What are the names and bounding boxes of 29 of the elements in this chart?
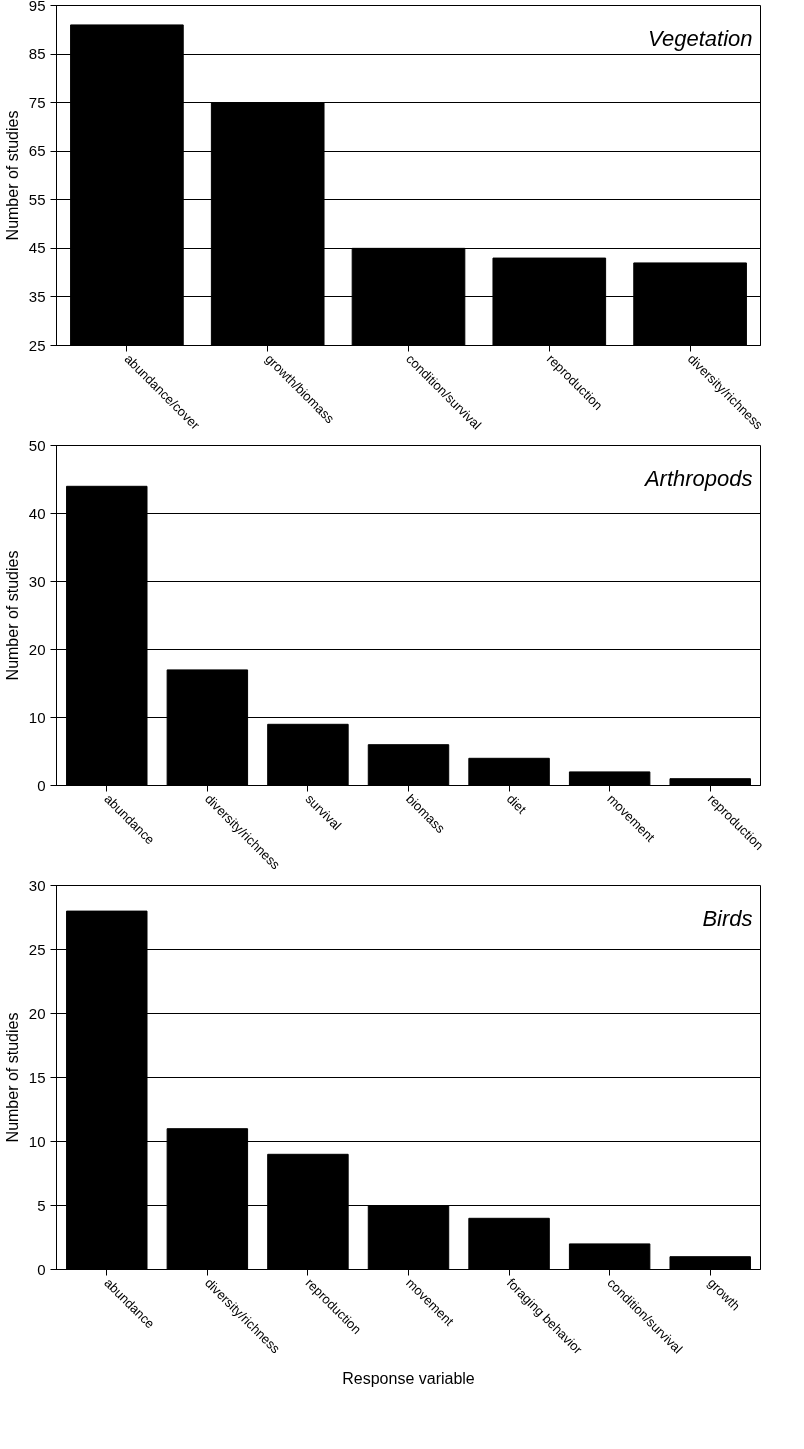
y-tick-label: 35 bbox=[28, 287, 46, 305]
y-axis-title: Number of studies bbox=[3, 550, 21, 681]
y-tick-label: 40 bbox=[28, 504, 46, 522]
y-axis-title: Number of studies bbox=[3, 1012, 21, 1143]
y-tick-label: 30 bbox=[28, 876, 46, 894]
annotation: Arthropods bbox=[642, 465, 753, 491]
y-tick-label: 5 bbox=[37, 1196, 46, 1214]
y-tick-label: 50 bbox=[28, 436, 46, 454]
y-tick-label: 95 bbox=[28, 0, 46, 14]
y-tick-label: 65 bbox=[28, 142, 46, 160]
y-tick-label: 55 bbox=[28, 190, 46, 208]
annotation: Vegetation bbox=[648, 25, 753, 51]
y-tick-label: 20 bbox=[28, 1004, 46, 1022]
y-tick-label: 25 bbox=[28, 940, 46, 958]
y-tick-label: 45 bbox=[28, 239, 46, 257]
annotation: Birds bbox=[702, 905, 753, 931]
y-tick-label: 20 bbox=[28, 640, 46, 658]
y-tick-label: 0 bbox=[37, 776, 46, 794]
x-tick-label: diet bbox=[503, 791, 530, 817]
y-tick-label: 15 bbox=[28, 1068, 46, 1086]
x-axis-title: Response variable bbox=[342, 1370, 475, 1388]
y-tick-label: 30 bbox=[28, 572, 46, 590]
y-tick-label: 10 bbox=[28, 708, 46, 726]
y-tick-label: 85 bbox=[28, 45, 46, 63]
y-tick-label: 75 bbox=[28, 93, 46, 111]
y-tick-label: 0 bbox=[37, 1260, 46, 1278]
y-axis-title: Number of studies bbox=[3, 110, 21, 241]
y-tick-label: 25 bbox=[28, 336, 46, 354]
y-tick-label: 10 bbox=[28, 1132, 46, 1150]
